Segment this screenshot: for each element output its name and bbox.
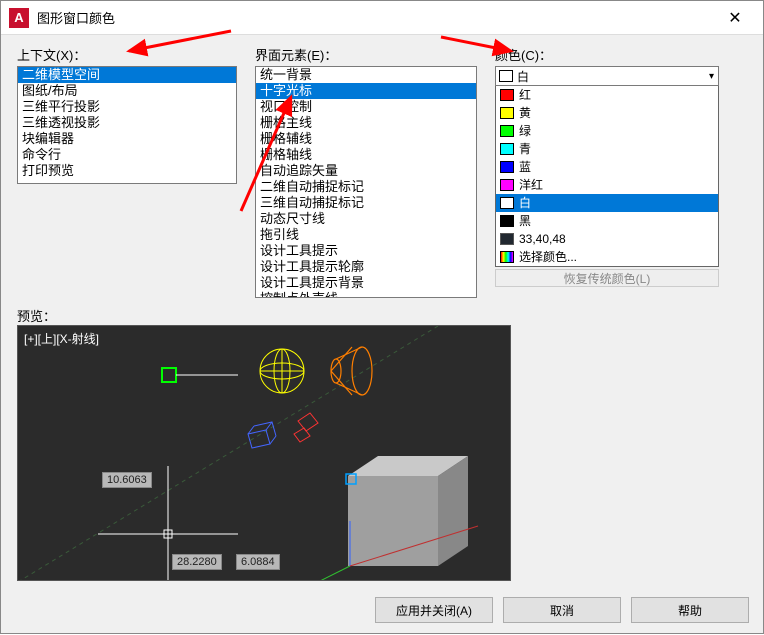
element-item[interactable]: 拖引线 — [256, 227, 476, 243]
color-dropdown-list[interactable]: 红黄绿青蓝洋红白黑 33,40,48 选择颜色... — [495, 85, 719, 267]
color-swatch-icon — [500, 233, 514, 245]
help-button[interactable]: 帮助 — [631, 597, 749, 623]
color-option-label: 绿 — [519, 123, 531, 139]
color-option-label: 黄 — [519, 105, 531, 121]
element-item[interactable]: 三维自动捕捉标记 — [256, 195, 476, 211]
color-swatch-icon — [500, 215, 514, 227]
dimension-value-3: 6.0884 — [236, 554, 280, 570]
element-item[interactable]: 栅格轴线 — [256, 147, 476, 163]
chevron-down-icon: ▾ — [709, 71, 714, 82]
context-item[interactable]: 二维模型空间 — [18, 67, 236, 83]
color-option[interactable]: 洋红 — [496, 176, 718, 194]
color-label: 颜色(C)： — [495, 45, 719, 64]
color-option-label: 33,40,48 — [519, 231, 566, 247]
preview-viewport: [+][上][X-射线] — [17, 325, 511, 581]
color-option[interactable]: 黑 — [496, 212, 718, 230]
window-title: 图形窗口颜色 — [37, 8, 715, 27]
element-item[interactable]: 栅格辅线 — [256, 131, 476, 147]
color-option[interactable]: 黄 — [496, 104, 718, 122]
color-swatch-icon — [500, 143, 514, 155]
context-item[interactable]: 块编辑器 — [18, 131, 236, 147]
preview-label: 预览： — [17, 306, 747, 325]
element-item[interactable]: 控制点外壳线 — [256, 291, 476, 298]
color-column: 颜色(C)： 白 ▾ 红黄绿青蓝洋红白黑33,40,48选择颜色... 恢复传统… — [495, 45, 719, 298]
dimension-value-2: 28.2280 — [172, 554, 222, 570]
context-label: 上下文(X)： — [17, 45, 237, 64]
context-item[interactable]: 图纸/布局 — [18, 83, 236, 99]
context-listbox[interactable]: 二维模型空间图纸/布局三维平行投影三维透视投影块编辑器命令行打印预览 — [17, 66, 237, 184]
context-item[interactable]: 三维透视投影 — [18, 115, 236, 131]
element-item[interactable]: 视口控制 — [256, 99, 476, 115]
context-item[interactable]: 三维平行投影 — [18, 99, 236, 115]
color-option[interactable]: 白 — [496, 194, 718, 212]
element-item[interactable]: 设计工具提示轮廓 — [256, 259, 476, 275]
color-combobox[interactable]: 白 ▾ — [495, 66, 719, 86]
context-column: 上下文(X)： 二维模型空间图纸/布局三维平行投影三维透视投影块编辑器命令行打印… — [17, 45, 237, 298]
color-swatch-icon — [500, 251, 514, 263]
color-option-label: 红 — [519, 87, 531, 103]
color-option-label: 黑 — [519, 213, 531, 229]
element-item[interactable]: 设计工具提示 — [256, 243, 476, 259]
color-swatch-icon — [500, 89, 514, 101]
element-item[interactable]: 设计工具提示背景 — [256, 275, 476, 291]
close-button[interactable]: ✕ — [715, 3, 755, 33]
dimension-value-1: 10.6063 — [102, 472, 152, 488]
preview-cube — [346, 456, 468, 566]
color-option[interactable]: 蓝 — [496, 158, 718, 176]
color-swatch-icon — [500, 161, 514, 173]
color-swatch-icon — [500, 197, 514, 209]
element-column: 界面元素(E)： 统一背景十字光标视口控制栅格主线栅格辅线栅格轴线自动追踪矢量二… — [255, 45, 477, 298]
color-option[interactable]: 选择颜色... — [496, 248, 718, 266]
color-option[interactable]: 青 — [496, 140, 718, 158]
color-option-label: 洋红 — [519, 177, 543, 193]
dialog-button-row: 应用并关闭(A) 取消 帮助 — [375, 597, 749, 623]
color-option-label: 青 — [519, 141, 531, 157]
context-item[interactable]: 打印预览 — [18, 163, 236, 179]
color-option-label: 白 — [519, 195, 531, 211]
color-option[interactable]: 33,40,48 — [496, 230, 718, 248]
element-item[interactable]: 栅格主线 — [256, 115, 476, 131]
context-item[interactable]: 命令行 — [18, 147, 236, 163]
apply-close-button[interactable]: 应用并关闭(A) — [375, 597, 493, 623]
element-label: 界面元素(E)： — [255, 45, 477, 64]
titlebar: A 图形窗口颜色 ✕ — [1, 1, 763, 35]
color-swatch-icon — [500, 107, 514, 119]
restore-colors-button[interactable]: 恢复传统颜色(L) — [495, 269, 719, 287]
dialog-window: A 图形窗口颜色 ✕ 上下文(X)： 二维模型空间图纸/布局三维平行投影三维透视… — [0, 0, 764, 634]
selected-color-swatch — [499, 70, 513, 82]
selected-color-label: 白 — [517, 68, 529, 85]
color-option-label: 选择颜色... — [519, 249, 577, 265]
element-item[interactable]: 二维自动捕捉标记 — [256, 179, 476, 195]
element-item[interactable]: 动态尺寸线 — [256, 211, 476, 227]
color-swatch-icon — [500, 179, 514, 191]
dialog-content: 上下文(X)： 二维模型空间图纸/布局三维平行投影三维透视投影块编辑器命令行打印… — [1, 35, 763, 591]
color-option[interactable]: 绿 — [496, 122, 718, 140]
color-swatch-icon — [500, 125, 514, 137]
color-option[interactable]: 红 — [496, 86, 718, 104]
color-option-label: 蓝 — [519, 159, 531, 175]
element-listbox[interactable]: 统一背景十字光标视口控制栅格主线栅格辅线栅格轴线自动追踪矢量二维自动捕捉标记三维… — [255, 66, 477, 298]
element-item[interactable]: 自动追踪矢量 — [256, 163, 476, 179]
preview-scene — [18, 326, 511, 581]
cancel-button[interactable]: 取消 — [503, 597, 621, 623]
app-logo-icon: A — [9, 8, 29, 28]
element-item[interactable]: 十字光标 — [256, 83, 476, 99]
element-item[interactable]: 统一背景 — [256, 67, 476, 83]
